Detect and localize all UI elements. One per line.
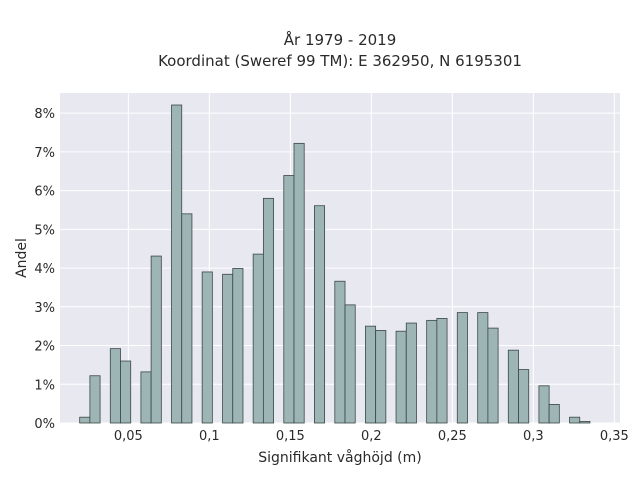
y-tick-label: 4% xyxy=(34,262,55,277)
histogram-bar xyxy=(334,280,346,424)
histogram-bar xyxy=(140,371,152,424)
histogram-bar xyxy=(477,312,489,424)
histogram-bar xyxy=(262,197,274,424)
histogram-bar xyxy=(579,421,591,424)
y-tick-label: 1% xyxy=(34,378,55,393)
histogram-bar xyxy=(569,416,581,424)
y-tick-label: 3% xyxy=(34,301,55,316)
histogram-bar xyxy=(222,273,234,424)
x-tick-label: 0,35 xyxy=(600,429,629,444)
y-tick-label: 5% xyxy=(34,223,55,238)
histogram-bar xyxy=(283,175,295,424)
x-tick-label: 0,3 xyxy=(523,429,544,444)
histogram-bar xyxy=(436,318,448,424)
histogram-bar xyxy=(405,322,417,424)
y-axis-label: Andel xyxy=(14,238,30,278)
histogram-bar xyxy=(109,348,121,424)
x-tick-label: 0,1 xyxy=(199,429,220,444)
histogram-bar xyxy=(314,205,326,424)
x-axis-label: Signifikant våghöjd (m) xyxy=(258,449,421,466)
histogram-bar xyxy=(89,375,101,424)
chart-title-line1: År 1979 - 2019 xyxy=(284,30,397,49)
chart-title-line2: Koordinat (Sweref 99 TM): E 362950, N 61… xyxy=(158,52,522,70)
histogram-bar xyxy=(395,330,407,424)
histogram-bar xyxy=(171,104,183,424)
histogram-bar xyxy=(548,404,560,424)
histogram-bar xyxy=(79,416,91,424)
histogram-bar xyxy=(365,325,377,424)
histogram-bar xyxy=(344,304,356,424)
y-tick-label: 0% xyxy=(34,417,55,432)
x-tick-label: 0,15 xyxy=(276,429,305,444)
histogram-bar xyxy=(150,255,162,424)
x-tick-label: 0,05 xyxy=(114,429,143,444)
histogram-bar xyxy=(252,253,264,424)
histogram-bar xyxy=(507,349,519,424)
histogram-bar xyxy=(120,360,132,424)
histogram-bar xyxy=(293,142,305,424)
histogram-bar xyxy=(487,327,499,424)
histogram-bar xyxy=(201,271,213,424)
histogram-bar xyxy=(518,369,530,424)
y-tick-label: 7% xyxy=(34,146,55,161)
bar-series xyxy=(79,104,591,424)
histogram-bar xyxy=(181,213,193,424)
axis-ticks: 0,05 0,1 0,15 0,2 0,25 0,3 0,35 0% 1% 2% 3% 4% 5% 6% 7… xyxy=(34,107,628,444)
y-tick-label: 2% xyxy=(34,340,55,355)
histogram-bar xyxy=(538,385,550,424)
histogram-bar xyxy=(456,312,468,424)
x-tick-label: 0,2 xyxy=(361,429,382,444)
histogram-bar xyxy=(375,330,387,424)
histogram-bar xyxy=(232,268,244,424)
y-tick-label: 8% xyxy=(34,107,55,122)
histogram-bar xyxy=(426,319,438,424)
y-tick-label: 6% xyxy=(34,185,55,200)
x-tick-label: 0,25 xyxy=(438,429,467,444)
